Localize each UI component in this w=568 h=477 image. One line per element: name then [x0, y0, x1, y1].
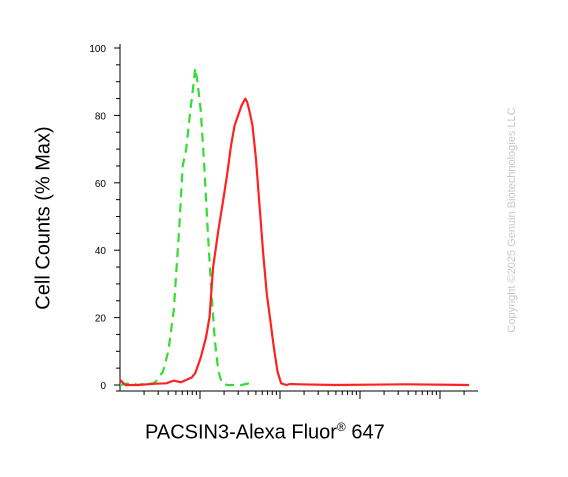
x-axis-title-main: PACSIN3-Alexa Fluor: [145, 421, 337, 444]
y-tick-label: 100: [89, 44, 106, 55]
sample-histogram-curve: [119, 97, 470, 387]
axis-ticks: 0 20 40 60 80 100: [89, 44, 478, 399]
x-axis-title-tail: 647: [345, 421, 385, 444]
copyright-watermark: Copyright ©2025 Genuin Biotechnologies L…: [506, 107, 518, 333]
y-tick-label: 0: [100, 381, 106, 392]
y-tick-label: 40: [95, 246, 107, 257]
x-axis-title: PACSIN3-Alexa Fluor® 647: [145, 420, 385, 445]
y-axis-title: Cell Counts (% Max): [32, 126, 55, 310]
y-tick-label: 20: [95, 314, 107, 325]
y-tick-label: 60: [95, 179, 107, 190]
registered-mark: ®: [336, 420, 346, 434]
y-tick-label: 80: [95, 111, 107, 122]
control-histogram-curve: [119, 67, 250, 387]
plot-area: [119, 67, 470, 387]
